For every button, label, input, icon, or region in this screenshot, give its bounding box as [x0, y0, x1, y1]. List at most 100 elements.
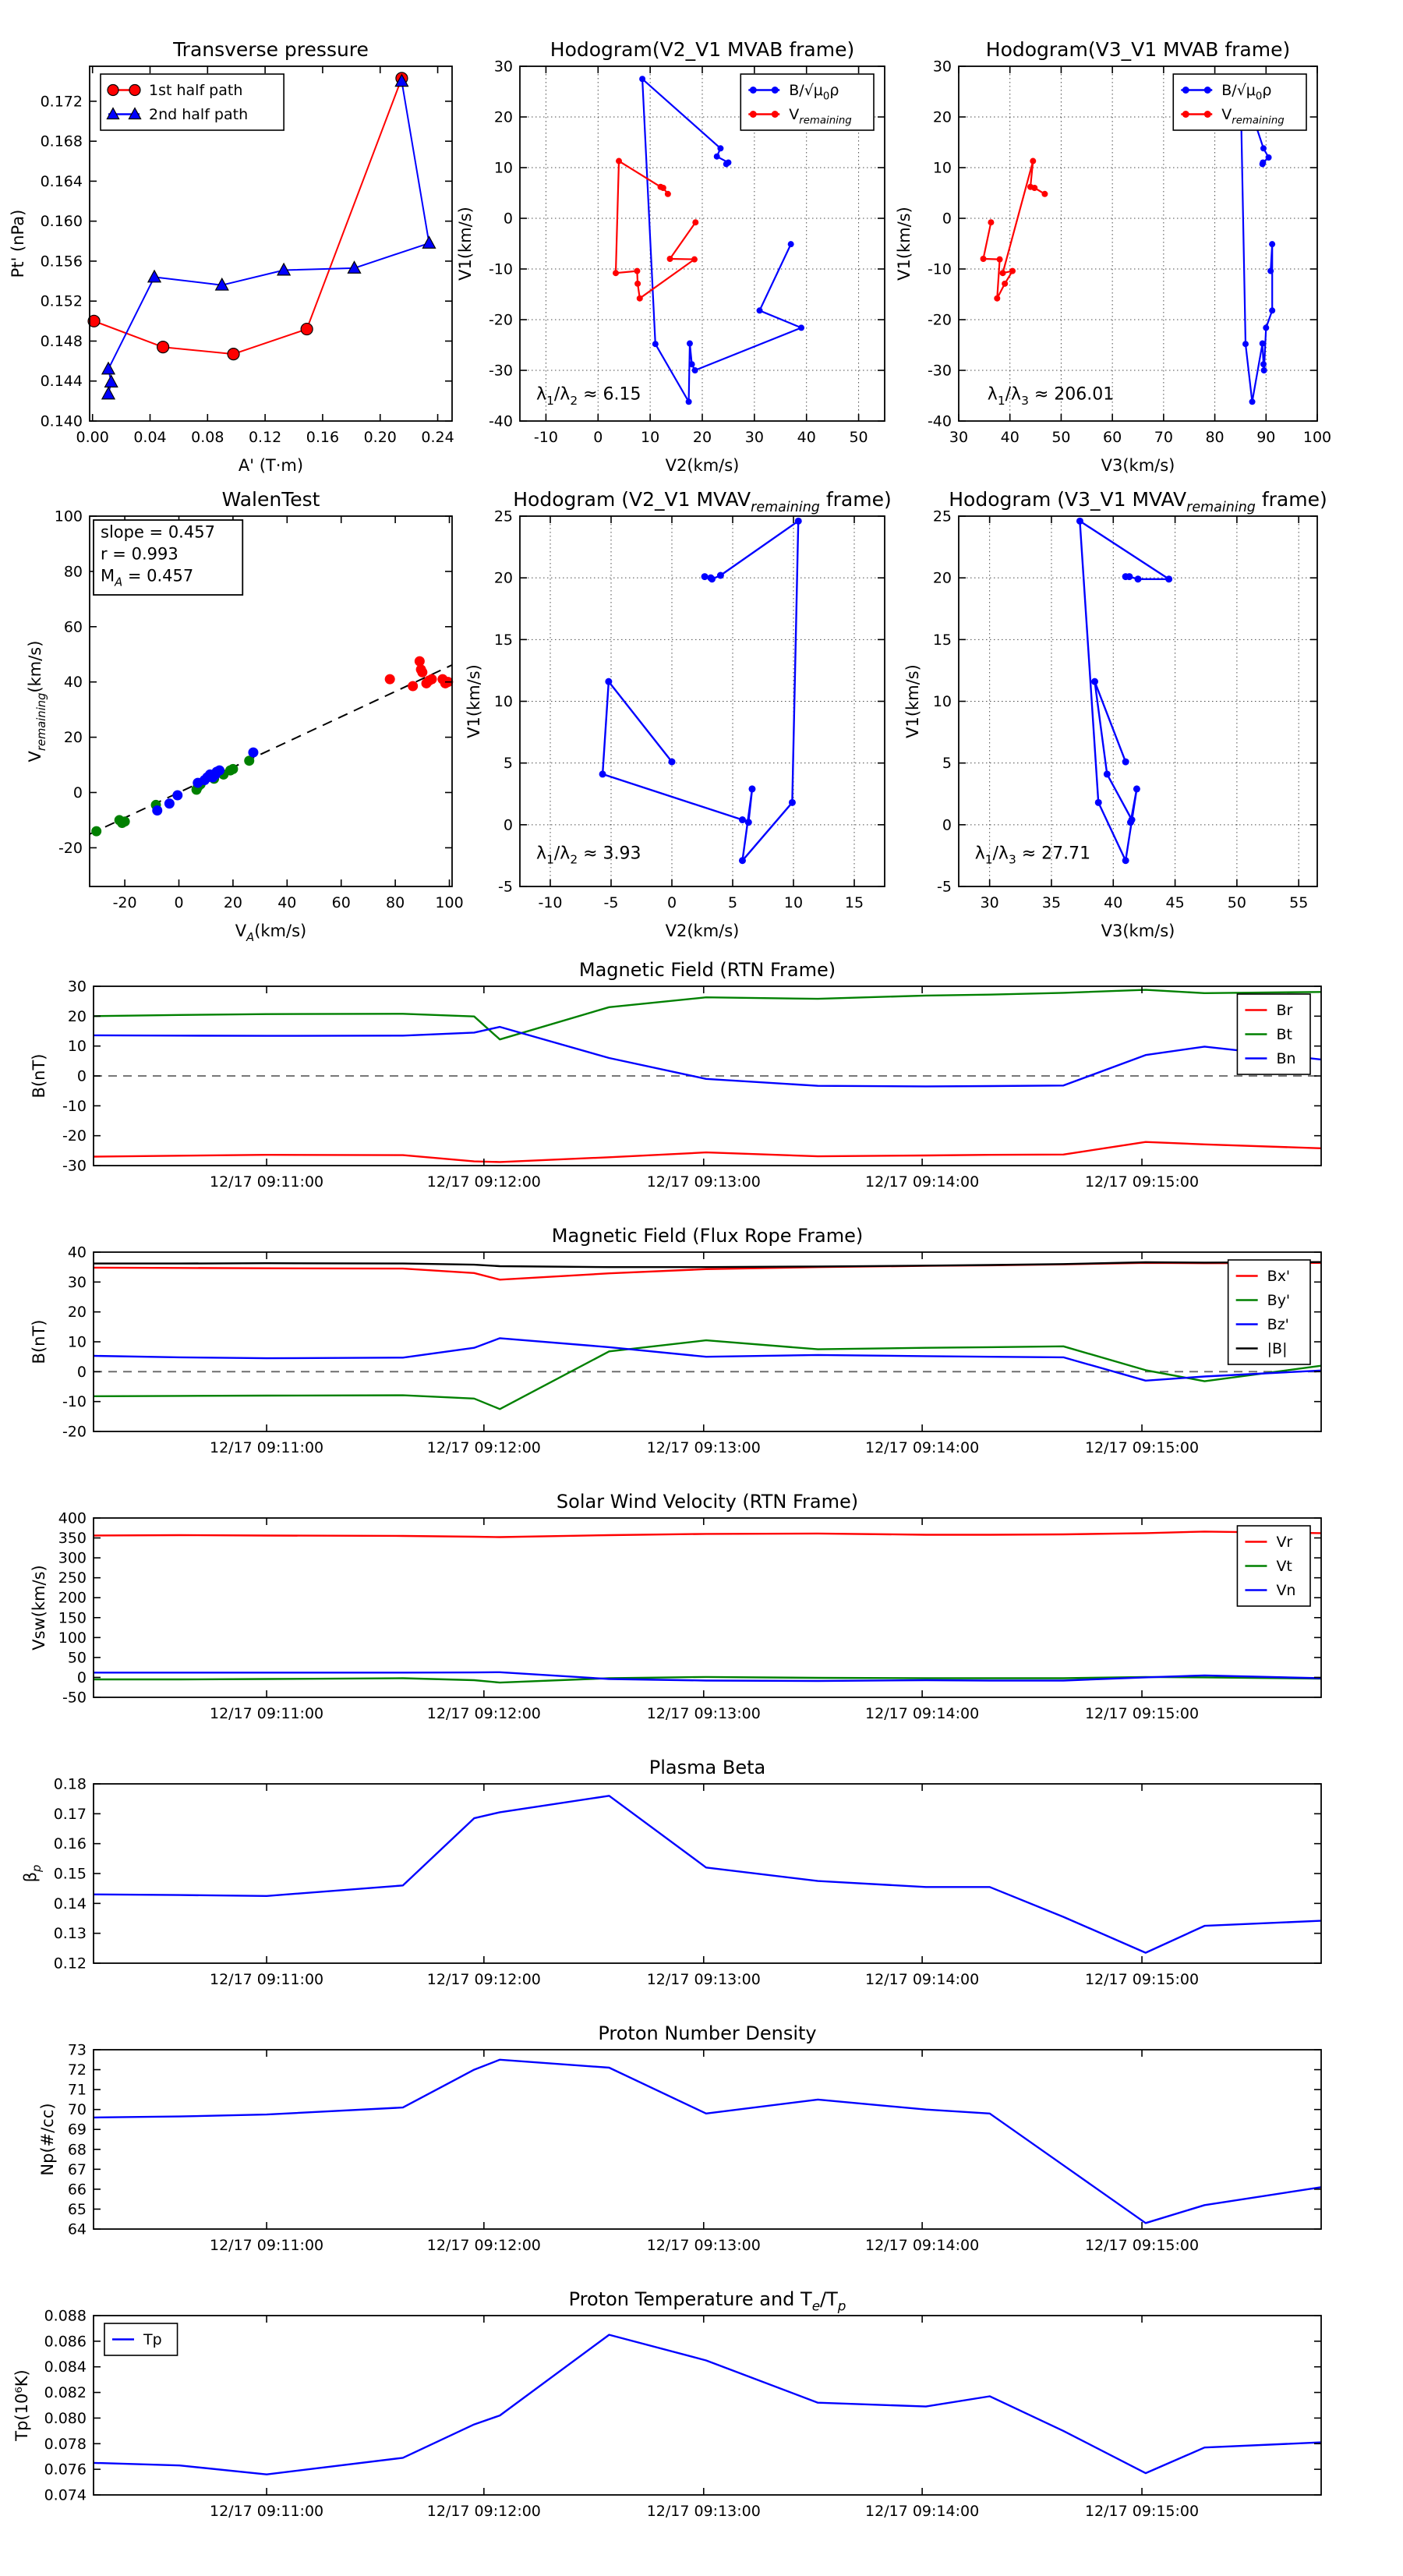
- y-tick-label: 0: [77, 1669, 87, 1686]
- marker-dot: [749, 111, 757, 118]
- legend-label: Vremaining: [789, 106, 851, 126]
- marker-dot: [664, 190, 671, 197]
- transverse-pressure-xlabel: A' (T·m): [239, 456, 303, 475]
- x-tick-label: 12/17 09:15:00: [1085, 1705, 1199, 1722]
- chart-hodogram-v3v1-mvab: 30 40 50 60 70 80 90 100 -40 -30 -20 -10 0 10 20 30 Hodo…: [895, 38, 1331, 475]
- series-Bz': [93, 1337, 1322, 1382]
- y-tick-label: 0: [504, 211, 513, 228]
- marker-dot: [1263, 324, 1270, 331]
- marker-dot: [756, 307, 763, 314]
- hodogram-v2v1-mvav-title: Hodogram (V2_V1 MVAVremaining frame): [513, 488, 892, 515]
- marker-dot: [1203, 111, 1211, 118]
- marker-scatter: [152, 805, 163, 816]
- marker-scatter: [214, 765, 225, 776]
- series-markers-group-red: [384, 656, 454, 692]
- legend-label: Vn: [1276, 1582, 1295, 1599]
- marker-circle: [87, 314, 101, 327]
- x-tick-label: 12/17 09:11:00: [210, 1173, 323, 1191]
- y-tick-label: 0.14: [54, 1895, 87, 1913]
- y-tick-label: 30: [494, 58, 513, 76]
- marker-triangle: [277, 262, 292, 276]
- marker-dot: [725, 159, 732, 166]
- hodogram-v3v1-mvav-title: Hodogram (V3_V1 MVAVremaining frame): [949, 488, 1327, 515]
- legend-label: Bt: [1276, 1026, 1292, 1043]
- y-tick-label: 0.078: [44, 2436, 87, 2453]
- x-tick-label: 12/17 09:12:00: [427, 1971, 541, 1988]
- marker-dot: [748, 785, 756, 793]
- legend-box: [100, 73, 284, 131]
- y-tick-label: 20: [494, 109, 513, 126]
- legend-label: 2nd half path: [149, 106, 248, 123]
- x-tick-label: 12/17 09:12:00: [427, 1705, 541, 1722]
- y-tick-label: 69: [68, 2121, 87, 2139]
- x-tick-label: 0: [667, 894, 677, 911]
- y-tick-label: 30: [68, 1274, 87, 1291]
- y-tick-label: -20: [489, 312, 513, 329]
- marker-triangle: [394, 73, 409, 87]
- marker-dot: [1260, 145, 1267, 152]
- marker-dot: [691, 367, 698, 373]
- y-tick-label: 15: [933, 632, 952, 649]
- series-Vr: [93, 1530, 1322, 1538]
- y-tick-label: 5: [942, 755, 952, 772]
- marker-scatter: [426, 674, 437, 685]
- y-tick-label: -5: [937, 879, 952, 896]
- x-tick-label: 70: [1154, 429, 1173, 446]
- y-tick-label: 50: [68, 1649, 87, 1666]
- series-markers-V remaining: [980, 157, 1048, 302]
- legend-label: |B|: [1267, 1340, 1288, 1357]
- y-tick-label: 67: [68, 2161, 87, 2178]
- marker-dot: [666, 256, 673, 262]
- y-tick-label: 0.140: [41, 413, 83, 430]
- x-tick-label: 80: [386, 894, 405, 911]
- marker-dot: [636, 295, 643, 302]
- marker-triangle: [128, 107, 142, 120]
- y-tick-label: 0.084: [44, 2358, 87, 2376]
- marker-dot: [749, 87, 757, 94]
- marker-dot: [1094, 798, 1102, 806]
- marker-scatter: [248, 747, 259, 758]
- y-tick-label: 10: [494, 160, 513, 177]
- x-tick-label: -20: [113, 894, 137, 911]
- y-tick-label: 40: [64, 674, 83, 691]
- marker-dot: [738, 816, 746, 823]
- legend: Br Bt Bn: [1236, 993, 1311, 1075]
- marker-dot: [1259, 340, 1266, 347]
- marker-scatter: [384, 674, 395, 685]
- y-tick-label: 10: [933, 693, 952, 710]
- x-tick-label: 0.12: [249, 429, 281, 446]
- x-tick-label: 30: [981, 894, 999, 911]
- marker-dot: [1249, 398, 1256, 405]
- marker-dot: [634, 267, 641, 274]
- y-tick-label: -30: [489, 363, 513, 380]
- x-tick-label: 12/17 09:14:00: [865, 2503, 979, 2520]
- marker-dot: [1122, 758, 1129, 766]
- y-tick-label: 0.160: [41, 213, 83, 230]
- marker-scatter: [91, 826, 102, 837]
- marker-dot: [999, 270, 1006, 277]
- marker-dot: [717, 145, 724, 152]
- legend-label: Vr: [1276, 1534, 1292, 1551]
- y-tick-label: -50: [62, 1690, 87, 1707]
- legend-label: By': [1267, 1292, 1291, 1309]
- y-tick-label: -10: [62, 1393, 87, 1410]
- info-box-rect: [93, 519, 244, 596]
- x-tick-label: 40: [1001, 429, 1020, 446]
- x-tick-label: 40: [277, 894, 296, 911]
- x-tick-label: 0: [593, 429, 603, 446]
- y-tick-label: -10: [489, 261, 513, 278]
- x-tick-label: 0.04: [133, 429, 166, 446]
- y-tick-label: 20: [933, 109, 952, 126]
- hodogram-v2v1-mvab-ylabel: V1(km/s): [456, 207, 475, 281]
- x-tick-label: 20: [224, 894, 242, 911]
- x-tick-label: 45: [1165, 894, 1184, 911]
- y-tick-label: 0.148: [41, 333, 83, 350]
- x-tick-label: 10: [784, 894, 803, 911]
- x-tick-label: 12/17 09:11:00: [210, 1971, 323, 1988]
- marker-dot: [1260, 159, 1267, 166]
- x-tick-label: 12/17 09:15:00: [1085, 2237, 1199, 2254]
- hodogram-v3v1-mvav-xlabel: V3(km/s): [1101, 922, 1175, 940]
- y-tick-label: 0.086: [44, 2333, 87, 2350]
- marker-dot: [1041, 190, 1048, 197]
